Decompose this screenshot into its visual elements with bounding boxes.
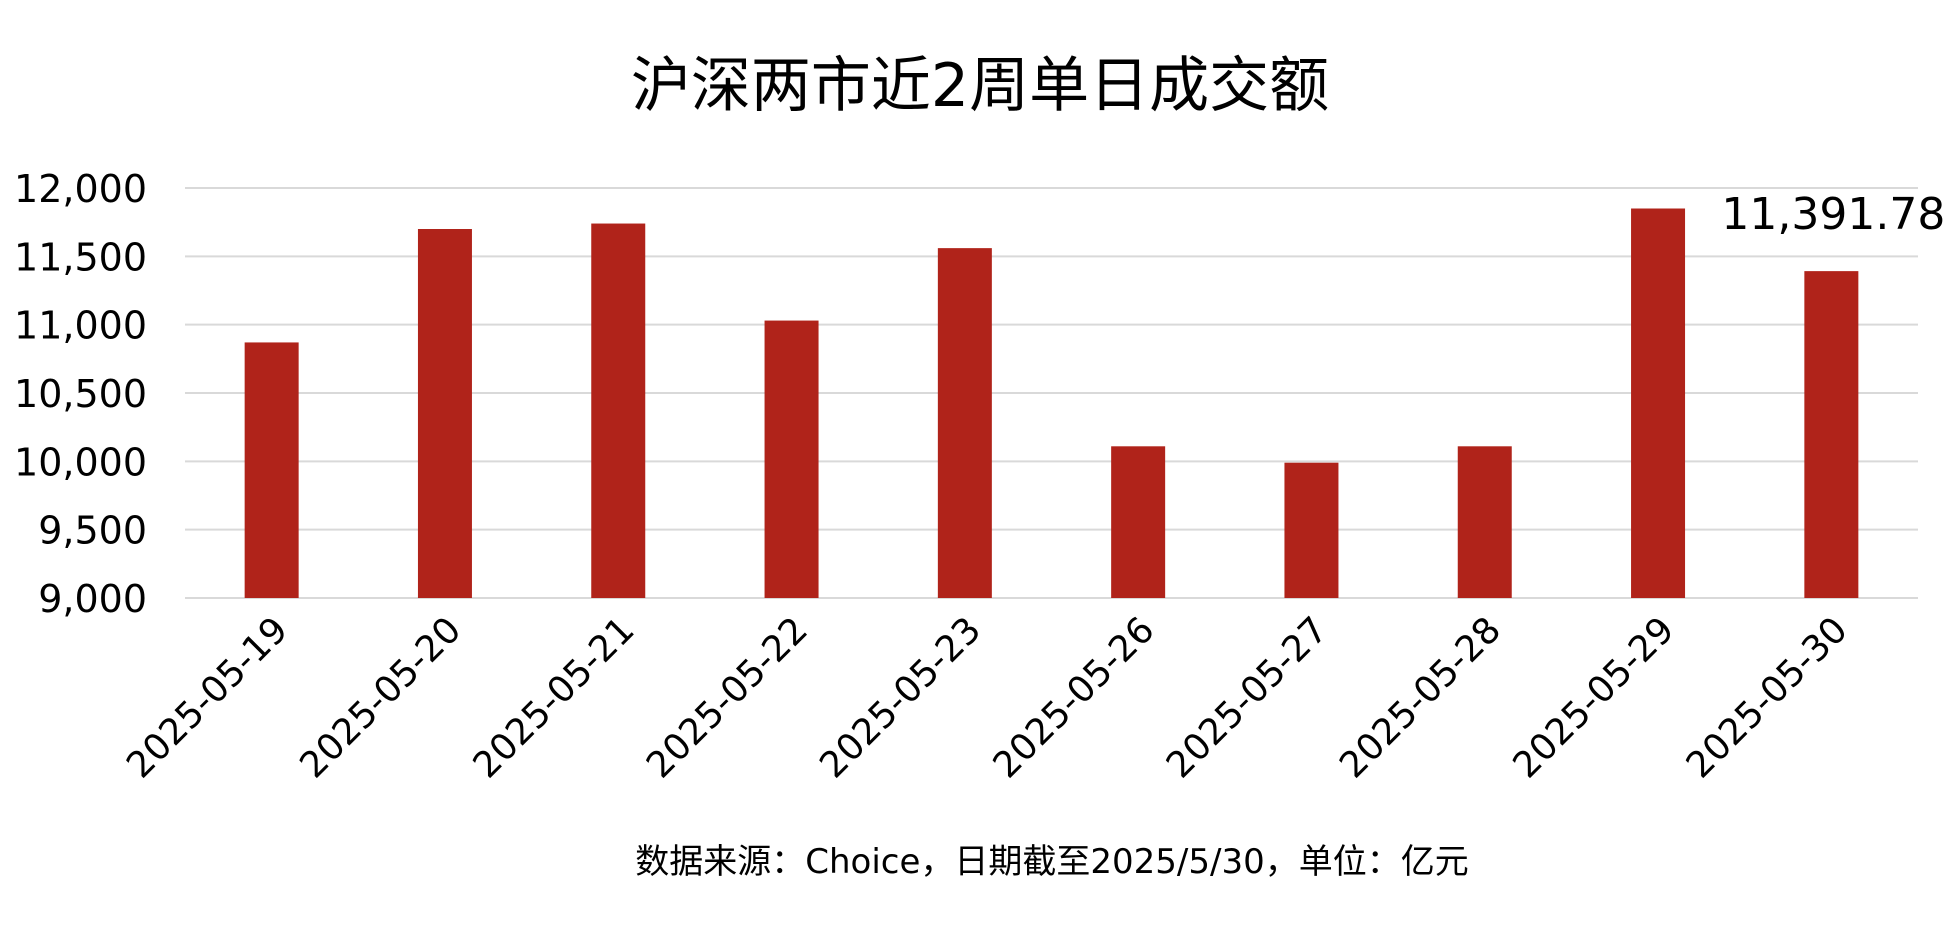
x-tick-label: 2025-05-23 [812,609,989,786]
y-axis-tick-labels: 9,000 9,500 10,000 10,500 11,000 11,500 12,000 [14,167,147,621]
chart-title: 沪深两市近2周单日成交额 [631,51,1329,121]
x-tick-label: 2025-05-29 [1505,609,1682,786]
bar-2025-05-28 [1457,446,1512,598]
bar-2025-05-21 [591,223,646,599]
y-tick-label: 11,000 [14,304,147,348]
gridlines [185,187,1918,599]
bar-2025-05-27 [1284,462,1339,598]
y-tick-label: 11,500 [14,235,147,279]
bar-2025-05-26 [1111,446,1166,598]
x-tick-label: 2025-05-22 [639,609,816,786]
bar-2025-05-19 [244,342,299,598]
y-tick-label: 9,500 [38,509,147,553]
bar-2025-05-20 [417,229,472,598]
x-axis-tick-labels: 2025-05-192025-05-202025-05-212025-05-22… [119,609,1856,786]
x-tick-label: 2025-05-26 [986,609,1163,786]
bar-2025-05-22 [764,320,819,598]
footnote: 数据来源：Choice，日期截至2025/5/30，单位：亿元 [635,842,1468,882]
y-tick-label: 10,500 [14,372,147,416]
x-tick-label: 2025-05-30 [1679,609,1856,786]
y-tick-label: 10,000 [14,440,147,484]
bar-2025-05-29 [1631,208,1686,598]
x-tick-label: 2025-05-28 [1332,609,1509,786]
x-tick-label: 2025-05-27 [1159,609,1336,786]
x-tick-label: 2025-05-19 [119,609,296,786]
x-tick-label: 2025-05-20 [292,609,469,786]
annotations: 11,391.78 [1721,189,1945,240]
bar-2025-05-30 [1804,271,1859,598]
bars [244,208,1859,599]
y-tick-label: 9,000 [38,577,147,621]
bar-2025-05-23 [937,248,992,598]
data-label: 11,391.78 [1721,189,1945,240]
y-tick-label: 12,000 [14,167,147,211]
x-tick-label: 2025-05-21 [466,609,643,786]
